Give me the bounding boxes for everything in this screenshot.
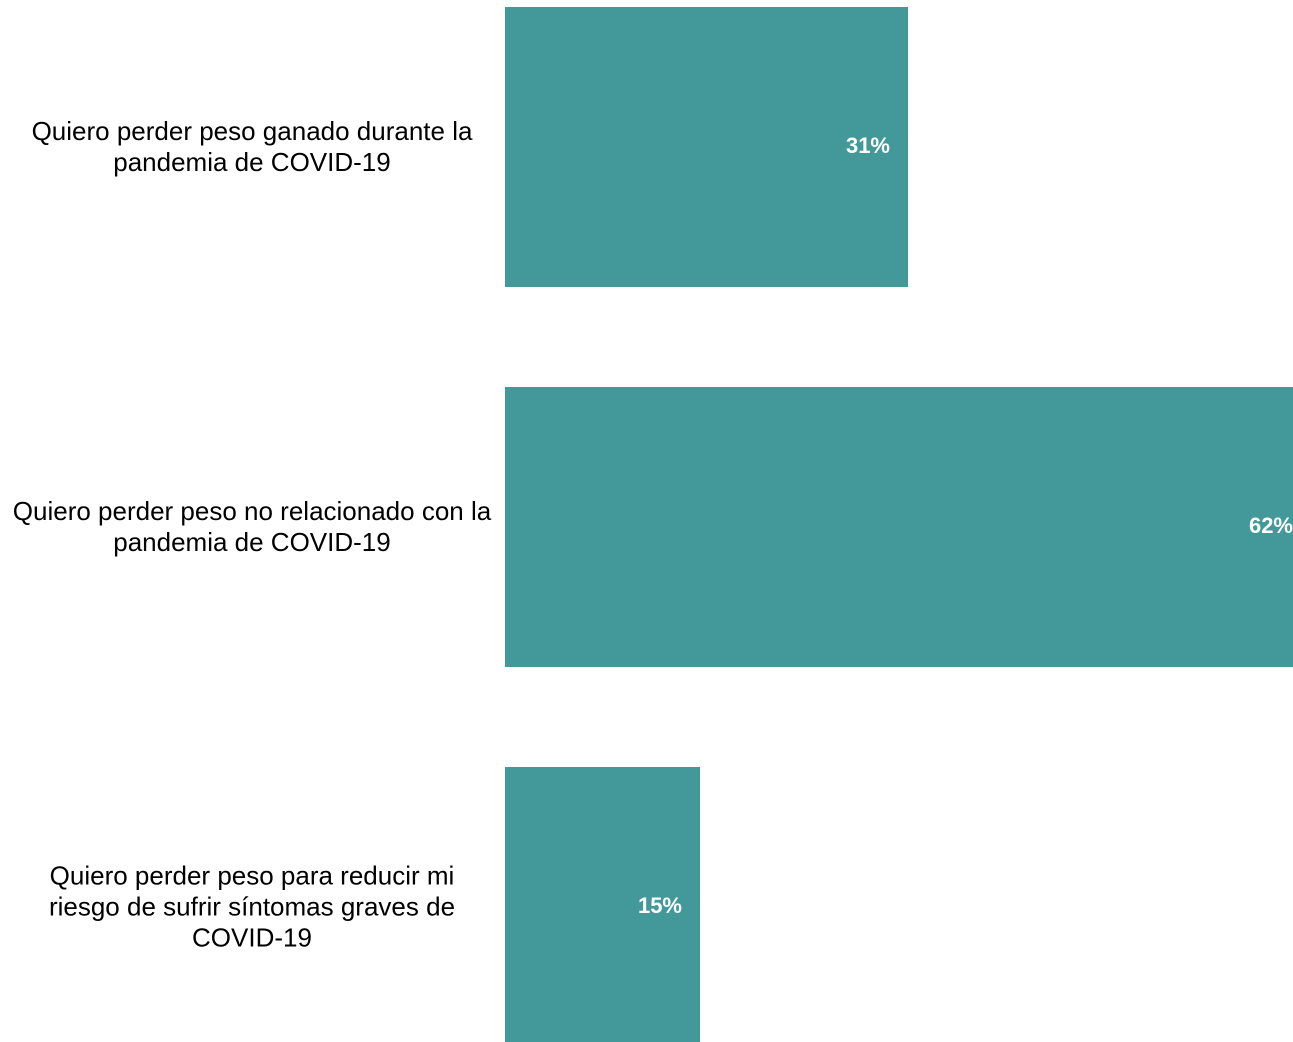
category-label: Quiero perder peso no relacionado con la… xyxy=(12,496,492,557)
bar xyxy=(505,7,908,287)
value-label: 31% xyxy=(846,133,890,158)
category-label: Quiero perder peso ganado durante la pan… xyxy=(31,116,473,177)
value-label: 62% xyxy=(1249,513,1293,538)
value-label: 15% xyxy=(638,893,682,918)
category-label: Quiero perder peso para reducir mi riesg… xyxy=(48,860,456,953)
bar xyxy=(505,767,700,1042)
bar xyxy=(505,387,1293,667)
